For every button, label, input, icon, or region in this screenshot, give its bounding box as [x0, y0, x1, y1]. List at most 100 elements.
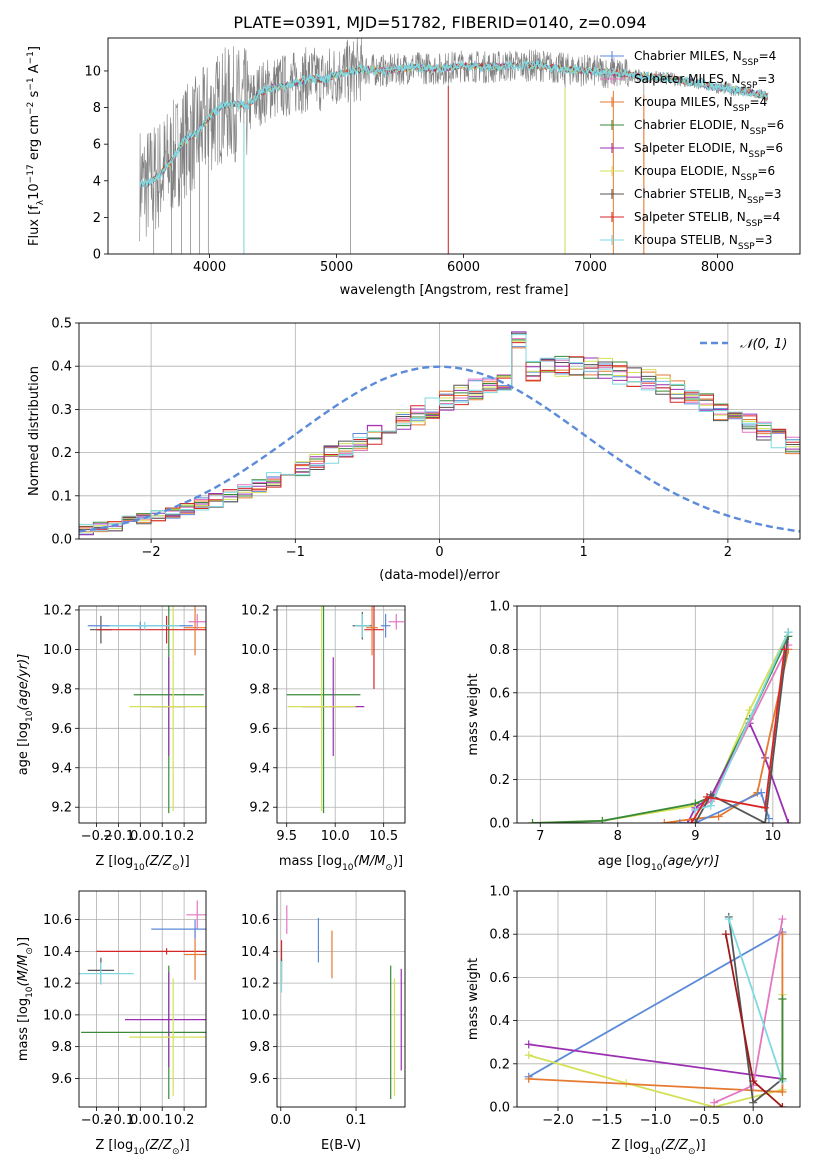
error-bar-point — [354, 613, 371, 638]
mass_weight_vs_age-xtick-label: 7 — [536, 829, 544, 844]
error-bar-point — [79, 962, 134, 985]
spectrum-ytick-label: 0 — [93, 248, 101, 263]
age_vs_Z-xtick-label: 0.2 — [174, 829, 195, 844]
series-marker — [724, 915, 733, 924]
mass_weight_vs_age-xtick-label: 9 — [691, 829, 699, 844]
mass_weight_vs_Z-ytick-label: 0.8 — [489, 928, 510, 943]
legend-entry: Chabrier MILES, NSSP=4 — [634, 49, 776, 68]
age_vs_mass-xlabel-part: 10 — [342, 863, 354, 873]
age_vs_Z-xlabel-part: (Z/Z — [145, 854, 173, 869]
error-bar-point — [151, 919, 206, 939]
spectrum-ylabel-part: −2 — [26, 102, 36, 115]
age_vs_mass-xtick-label: 9.5 — [276, 829, 297, 844]
age_vs_Z-ylabel-part: (age/yr)] — [16, 654, 31, 711]
mass_weight_vs_Z-xlabel-part: ⊙ — [688, 1147, 696, 1157]
mass_vs_EBV-xtick-label: 0.1 — [346, 1113, 367, 1128]
age_vs_mass-ytick-label: 9.6 — [249, 722, 270, 737]
mass_vs_EBV-axes: 0.0 0.1 9.6 9.8 10.0 10.2 10.4 10.6 — [241, 891, 405, 1128]
mass_weight_vs_age-xlabel-part: 10 — [651, 863, 663, 873]
mass_vs_Z-ylabel-part: mass [log — [16, 998, 31, 1061]
error-bar-point — [388, 613, 405, 630]
mass_weight_vs_age-ytick-label: 0.8 — [489, 643, 510, 658]
error-bar-point — [184, 606, 206, 656]
series-marker — [702, 792, 711, 801]
mass_weight_vs_Z-xtick-label: −2.0 — [542, 1113, 574, 1128]
mass_weight_vs_Z-xlabel-part: 10 — [649, 1147, 661, 1157]
age_vs_Z-ytick-label: 9.4 — [51, 761, 72, 776]
legend-entry-part: Salpeter STELIB, N — [634, 210, 746, 224]
mass_weight_vs_age-ytick-label: 0.6 — [489, 686, 510, 701]
gaussian-legend-label: 𝒩(0, 1) — [740, 337, 787, 352]
residuals-ylabel: Normed distribution — [27, 366, 42, 496]
mass_vs_Z-ytick-label: 9.8 — [51, 1040, 72, 1055]
age_vs_mass-xtick-label: 10.5 — [369, 829, 398, 844]
age_vs_Z-xlabel-part: )] — [180, 854, 190, 869]
age_vs_Z-xlabel-part: 10 — [133, 863, 145, 873]
legend-entry-part: =4 — [763, 210, 781, 224]
age_vs_Z-ytick-label: 9.6 — [51, 722, 72, 737]
age_vs_mass-xlabel-part: )] — [393, 854, 403, 869]
series-line — [690, 649, 786, 823]
series-line — [528, 1043, 783, 1080]
series-marker — [675, 819, 684, 823]
error-bar-point — [96, 615, 206, 644]
mass_weight_vs_age-xtick-label: 10 — [765, 829, 782, 844]
legend-entry: Kroupa STELIB, NSSP=3 — [634, 233, 772, 252]
spectrum-xtick-label: 4000 — [193, 260, 226, 275]
spectrum-ylabel: Flux [fλ10−17 erg cm−2 s−1 A−1] — [26, 46, 46, 246]
series-marker — [778, 1103, 787, 1107]
series-marker — [660, 819, 669, 823]
legend-entry-part: SSP — [741, 173, 758, 183]
age_vs_mass-xlabel-part: ⊙ — [385, 863, 393, 873]
mass_vs_EBV-points — [280, 905, 402, 1100]
mass_weight_vs_age-axes: 7 8 9 10 0.0 0.2 0.4 0.6 0.8 1.0 — [489, 600, 800, 844]
mass_weight_vs_Z-xlabel-part: (Z/Z — [661, 1138, 689, 1153]
figure-title: PLATE=0391, MJD=51782, FIBERID=0140, z=0… — [233, 13, 646, 32]
mass_vs_Z-ylabel-part: )] — [16, 937, 31, 947]
series-line — [532, 636, 790, 823]
legend-entry-part: SSP — [738, 242, 755, 252]
mass_vs_Z-xtick-label: 0.0 — [130, 1113, 151, 1128]
legend-entry-part: Kroupa ELODIE, N — [634, 164, 741, 178]
series-marker — [524, 1051, 533, 1060]
age_vs_Z-xtick-label: 0.0 — [130, 829, 151, 844]
age_vs_mass-points — [286, 606, 405, 814]
series-marker — [757, 788, 766, 797]
mass_vs_Z-xtick-label: 0.1 — [152, 1113, 173, 1128]
spectrum-ytick-label: 2 — [93, 211, 101, 226]
series-marker — [778, 995, 787, 1003]
mass_weight_vs_age-xtick-label: 8 — [614, 829, 622, 844]
mass_vs_Z-points — [79, 900, 206, 1100]
legend-entry-part: =4 — [759, 49, 777, 63]
mass_vs_Z-ytick-label: 10.0 — [43, 1008, 72, 1023]
series-marker — [706, 801, 715, 810]
residuals-xtick-label: 0 — [435, 545, 443, 560]
age_vs_Z-ylabel-part: age [log — [16, 722, 31, 775]
mass_weight_vs_Z-ytick-label: 0.0 — [489, 1101, 510, 1116]
series-marker — [524, 1040, 533, 1049]
spectrum-lines — [139, 38, 769, 254]
mass_weight_vs_Z-xlabel: Z [log10(Z/Z⊙)] — [611, 1138, 705, 1157]
spectrum-ylabel-part: −17 — [26, 164, 36, 183]
series-marker — [691, 805, 700, 814]
legend-entry-part: =3 — [757, 72, 775, 86]
mass_weight_vs_Z-xtick-label: −0.5 — [689, 1113, 721, 1128]
series-marker — [784, 641, 793, 650]
series-marker — [691, 819, 700, 823]
age_vs_Z-points — [87, 606, 206, 814]
series-marker — [721, 930, 730, 939]
mass_weight_vs_Z-ytick-label: 0.6 — [489, 971, 510, 986]
age_vs_mass-ytick-label: 9.2 — [249, 801, 270, 816]
spectrum-ylabel-part: ] — [27, 46, 42, 51]
legend-entry-part: Chabrier ELODIE, N — [634, 118, 750, 132]
legend-entry-part: SSP — [750, 127, 767, 137]
spectrum-ytick-label: 10 — [84, 64, 101, 79]
age_vs_Z-ytick-label: 10.2 — [43, 603, 72, 618]
residuals-ytick-label: 0.4 — [51, 360, 72, 375]
series-marker — [761, 819, 770, 823]
mass_weight_vs_age-series — [528, 628, 793, 823]
age_vs_mass-ytick-label: 10.2 — [241, 603, 270, 618]
error-bar-point — [129, 606, 206, 812]
error-bar-point — [186, 900, 206, 930]
